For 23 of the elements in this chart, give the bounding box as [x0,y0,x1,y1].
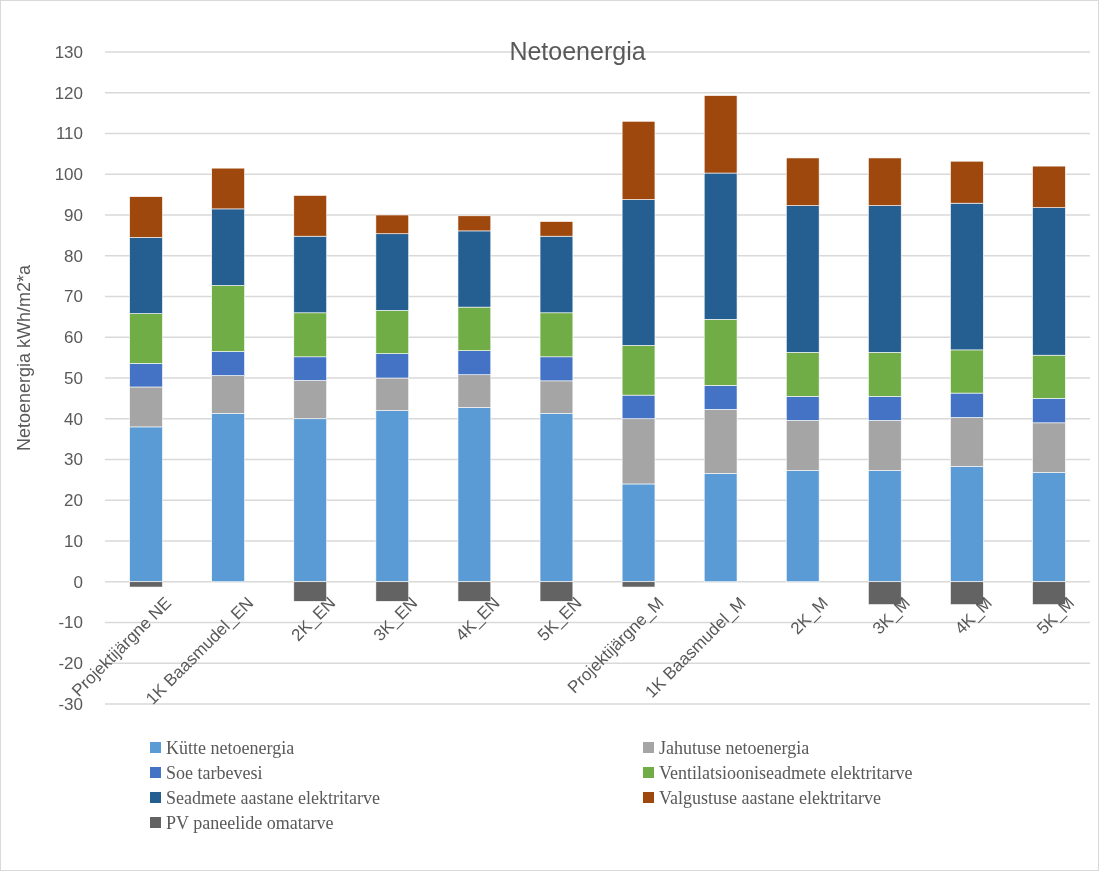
y-tick-label: 60 [64,328,83,348]
legend-label: Valgustuse aastane elektritarve [659,788,881,809]
y-tick-label: 120 [54,83,83,103]
legend-label: Ventilatsiooniseadmete elektritarve [659,763,913,784]
chart-title: Netoenergia [509,37,646,65]
y-tick-label: 100 [54,165,83,185]
legend-label: Seadmete aastane elektritarve [166,788,380,809]
y-tick-label: 0 [73,572,83,592]
y-tick-label: 90 [64,205,83,225]
y-axis-title: Netoenergia kWh/m2*a [14,263,34,452]
legend-label: Soe tarbevesi [166,763,263,784]
y-tick-label: 10 [64,531,83,551]
legend-label: Kütte netoenergia [166,738,295,759]
y-tick-label: 110 [55,124,83,144]
y-tick-label: 130 [54,42,83,62]
legend-label: PV paneelide omatarve [166,813,334,834]
y-tick-label: 70 [64,287,83,307]
legend-label: Jahutuse netoenergia [659,738,810,759]
y-tick-label: 40 [64,409,83,429]
y-tick-label: 50 [64,368,83,388]
y-tick-label: 30 [64,450,83,470]
y-tick-label: 20 [64,491,83,511]
y-tick-label: 80 [64,246,83,266]
